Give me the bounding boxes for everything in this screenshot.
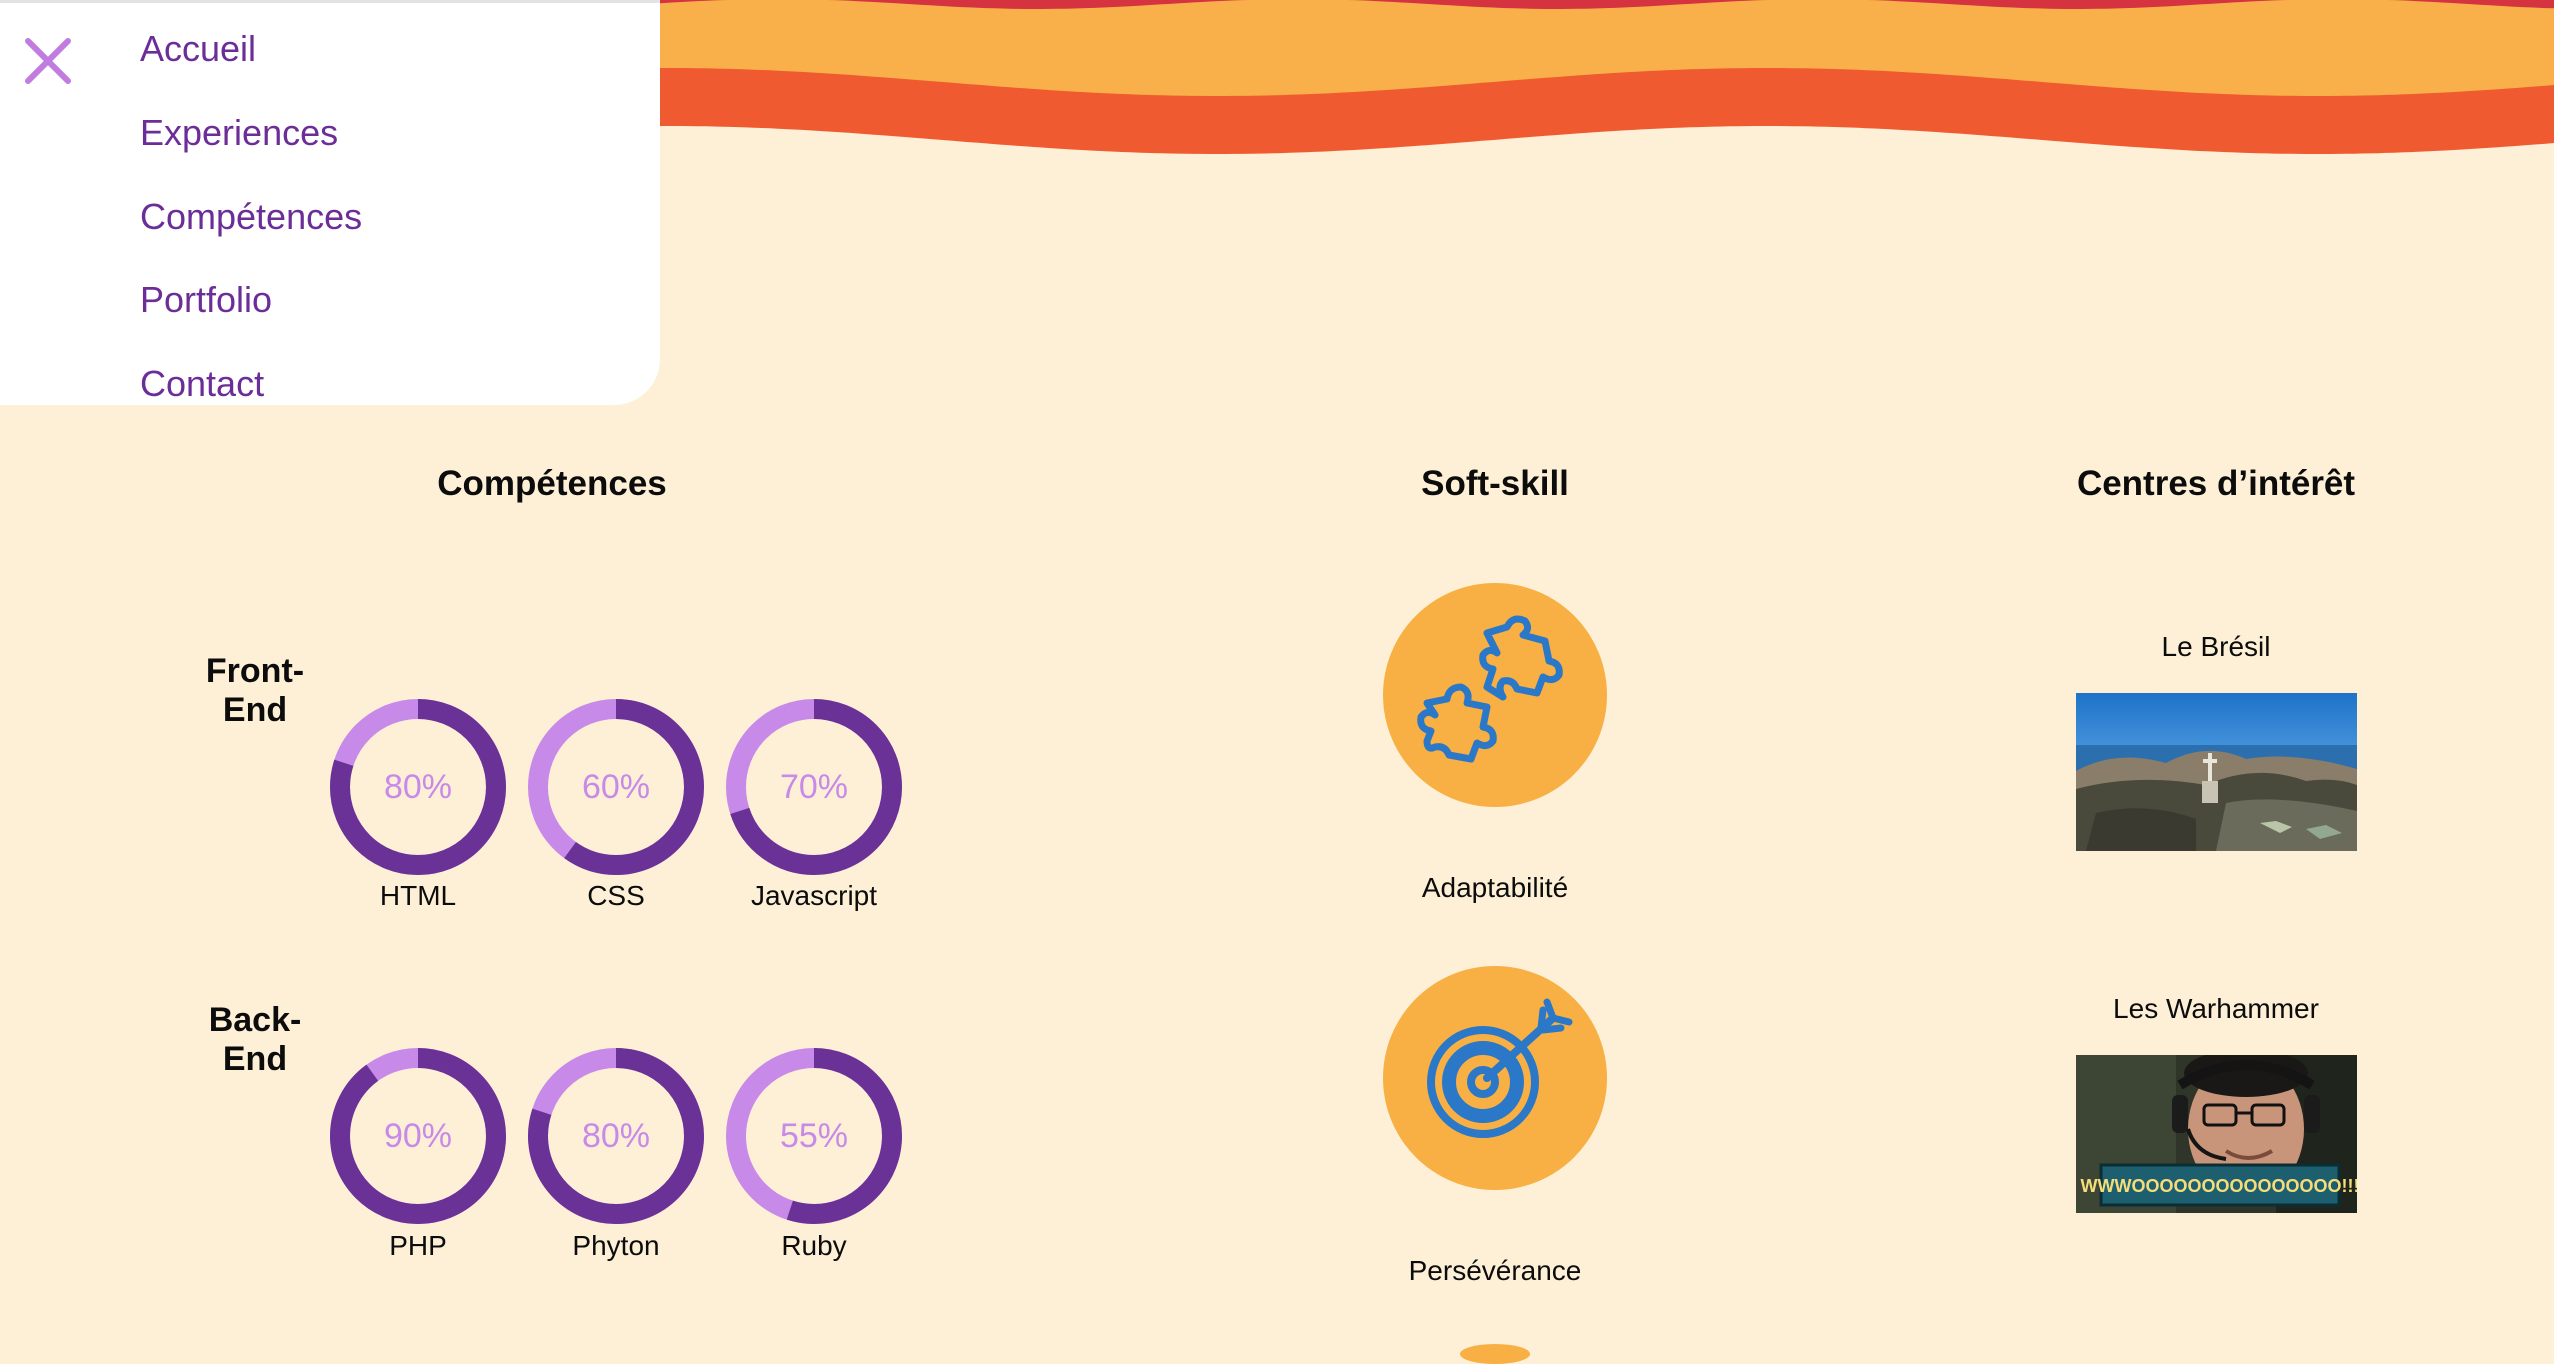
rio-christ-photo: [2076, 693, 2357, 851]
skill-ring-javascript: 70%: [724, 697, 904, 877]
nav-item-accueil[interactable]: Accueil: [140, 28, 257, 69]
ring-progress: [330, 1048, 506, 1224]
skill-ring-html: 80%: [328, 697, 508, 877]
nav-menu-panel: Accueil Experiences Compétences Portfoli…: [0, 0, 660, 405]
ring-progress: [726, 1048, 902, 1224]
group-label-line2: End: [222, 691, 288, 729]
soft-skill-label-adaptabilite: Adaptabilité: [1421, 872, 1569, 903]
soft-skill-badge-adaptabilite: [1383, 583, 1607, 807]
skill-name-javascript: Javascript: [750, 880, 878, 911]
group-label-back-end: Back- End: [209, 1001, 302, 1079]
ring-progress: [330, 699, 506, 875]
skill-percent: 80%: [383, 768, 453, 806]
interest-image-bresil: [2076, 693, 2357, 851]
skill-name-html: HTML: [379, 880, 457, 911]
soft-skill-badge-partial: [1460, 1344, 1530, 1364]
skill-ring-ruby: 55%: [724, 1046, 904, 1226]
nav-item-contact[interactable]: Contact: [140, 363, 265, 404]
interest-image-warhammer: WWWOOOOOOOOOOOOOOO!!!: [2076, 1055, 2357, 1213]
target-icon: [1427, 998, 1573, 1138]
competences-title: Compétences: [437, 464, 667, 503]
skill-ring-php: 90%: [328, 1046, 508, 1226]
close-menu-button[interactable]: [22, 35, 74, 87]
puzzle-icon: [1417, 615, 1563, 763]
skill-percent: 60%: [581, 768, 651, 806]
group-label-front-end: Front- End: [206, 652, 304, 730]
skill-percent: 90%: [383, 1117, 453, 1155]
skill-name-css: CSS: [587, 880, 645, 911]
interest-label-bresil: Le Brésil: [2161, 631, 2271, 662]
interest-label-warhammer: Les Warhammer: [2113, 993, 2319, 1024]
skill-name-phyton: Phyton: [572, 1230, 660, 1261]
warhammer-caption: WWWOOOOOOOOOOOOOOO!!!: [2081, 1176, 2357, 1196]
nav-item-experiences[interactable]: Experiences: [140, 112, 339, 153]
group-label-line1: Back-: [208, 1001, 302, 1039]
nav-item-portfolio[interactable]: Portfolio: [140, 279, 273, 320]
skill-percent: 55%: [779, 1117, 849, 1155]
close-icon: [25, 38, 71, 84]
soft-skill-title: Soft-skill: [1421, 464, 1569, 503]
ring-progress: [528, 699, 704, 875]
skill-ring-phyton: 80%: [526, 1046, 706, 1226]
group-label-line1: Front-: [205, 652, 305, 690]
skill-percent: 80%: [581, 1117, 651, 1155]
skill-name-ruby: Ruby: [781, 1230, 847, 1261]
nav-item-competences[interactable]: Compétences: [140, 196, 363, 237]
soft-skill-label-perseverance: Persévérance: [1408, 1255, 1582, 1286]
interests-title: Centres d’intérêt: [2076, 464, 2356, 503]
skill-percent: 70%: [779, 768, 849, 806]
ring-progress: [726, 699, 902, 875]
group-label-line2: End: [222, 1040, 288, 1078]
soft-skill-badge-perseverance: [1383, 966, 1607, 1190]
skill-ring-css: 60%: [526, 697, 706, 877]
ring-progress: [528, 1048, 704, 1224]
skill-name-php: PHP: [389, 1230, 447, 1261]
warhammer-streamer-photo: WWWOOOOOOOOOOOOOOO!!!: [2076, 1055, 2357, 1213]
